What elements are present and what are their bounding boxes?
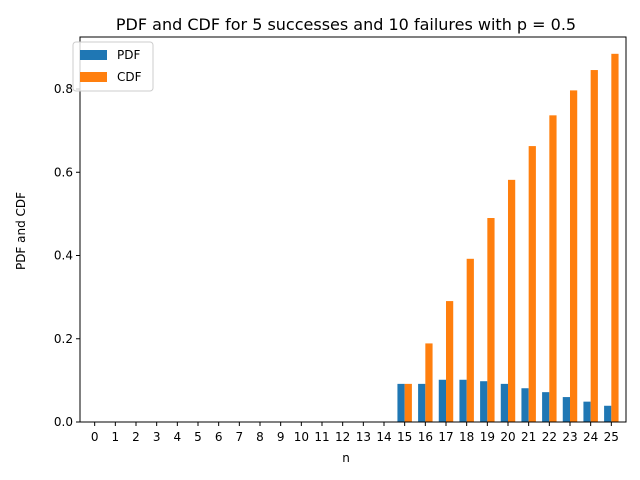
bar-pdf-15 [397, 383, 405, 422]
x-tick-label: 24 [583, 430, 598, 444]
x-tick-label: 17 [438, 430, 453, 444]
bar-pdf-25 [604, 405, 612, 422]
x-tick-label: 4 [174, 430, 182, 444]
chart-title: PDF and CDF for 5 successes and 10 failu… [116, 15, 576, 34]
x-tick-label: 2 [132, 430, 140, 444]
bar-pdf-20 [500, 383, 508, 422]
bar-cdf-25 [611, 53, 619, 423]
legend-swatch-pdf [80, 50, 107, 60]
x-ticks: 0 1 2 3 4 5 6 7 8 9 10 11 12 13 14 15 16 17 18 19 20 21 22 23 24… [91, 422, 619, 444]
legend: PDF CDF [72, 41, 154, 92]
x-tick-label: 7 [236, 430, 244, 444]
bar-pdf-24 [583, 401, 591, 422]
x-tick-label: 8 [256, 430, 264, 444]
y-tick-label: 0.4 [54, 249, 73, 263]
x-tick-label: 20 [500, 430, 515, 444]
x-tick-label: 6 [215, 430, 223, 444]
bar-cdf-16 [425, 343, 433, 422]
x-tick-label: 9 [277, 430, 285, 444]
x-axis-label: n [342, 451, 350, 465]
x-tick-label: 3 [153, 430, 161, 444]
x-tick-label: 0 [91, 430, 99, 444]
x-tick-label: 15 [397, 430, 412, 444]
bar-cdf-23 [569, 90, 578, 422]
bars [397, 53, 619, 423]
bar-pdf-22 [542, 392, 550, 422]
bar-cdf-15 [404, 383, 412, 422]
y-tick-label: 0.2 [54, 332, 73, 346]
bar-pdf-16 [418, 383, 426, 422]
y-ticks: 0.0 0.2 0.4 0.6 0.8 [54, 82, 80, 429]
bar-cdf-19 [487, 218, 495, 422]
x-tick-label: 21 [521, 430, 536, 444]
x-tick-label: 5 [194, 430, 202, 444]
bar-pdf-23 [562, 397, 570, 422]
bar-pdf-17 [438, 379, 446, 422]
bar-pdf-18 [459, 379, 467, 422]
x-tick-label: 19 [480, 430, 495, 444]
x-tick-label: 16 [418, 430, 433, 444]
bar-cdf-17 [445, 301, 454, 422]
x-tick-label: 12 [335, 430, 350, 444]
y-axis-label: PDF and CDF [14, 192, 28, 270]
y-tick-label: 0.6 [54, 165, 73, 179]
x-tick-label: 10 [294, 430, 309, 444]
x-tick-label: 22 [542, 430, 557, 444]
axes [79, 36, 627, 423]
x-tick-label: 1 [112, 430, 120, 444]
legend-label-pdf: PDF [117, 48, 140, 62]
plot-frame [79, 36, 627, 423]
bar-cdf-21 [528, 146, 536, 422]
bar-pdf-21 [521, 388, 529, 422]
y-tick-label: 0.8 [54, 82, 73, 96]
x-tick-label: 18 [459, 430, 474, 444]
y-tick-label: 0.0 [54, 415, 73, 429]
x-tick-label: 25 [604, 430, 619, 444]
bar-pdf-19 [480, 381, 488, 422]
bar-cdf-18 [466, 258, 474, 422]
x-tick-label: 23 [562, 430, 577, 444]
bar-cdf-24 [590, 70, 598, 422]
x-tick-label: 14 [376, 430, 391, 444]
legend-swatch-cdf [80, 72, 107, 82]
legend-label-cdf: CDF [117, 70, 142, 84]
bar-cdf-22 [549, 115, 557, 422]
x-tick-label: 11 [314, 430, 329, 444]
bar-cdf-20 [507, 179, 516, 422]
x-tick-label: 13 [356, 430, 371, 444]
